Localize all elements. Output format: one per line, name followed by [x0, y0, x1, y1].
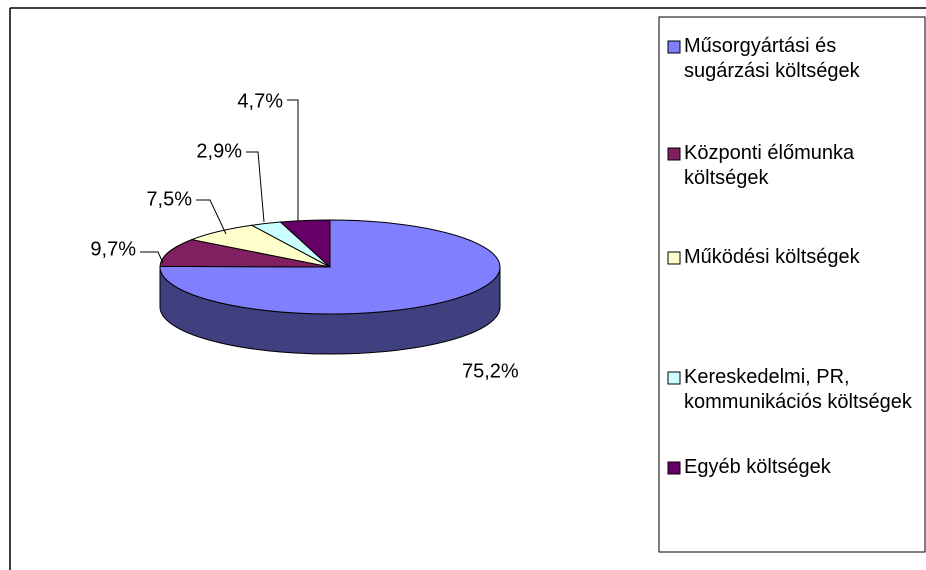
legend-swatch	[667, 251, 681, 265]
leader-line	[196, 199, 227, 235]
legend-label: Központi élőmunka költségek	[684, 142, 855, 189]
legend-swatch	[667, 147, 681, 161]
data-label: 7,5%	[146, 188, 192, 210]
slice	[159, 239, 331, 268]
legend-label: Működési költségek	[684, 246, 860, 268]
legend-label: Műsorgyártási és sugárzási költségek	[684, 35, 860, 82]
legend-label: Kereskedelmi, PR, kommunikációs költsége…	[684, 366, 912, 413]
legend-box	[658, 16, 926, 553]
slice	[279, 219, 331, 269]
legend-swatch	[667, 40, 681, 54]
legend-label: Egyéb költségek	[684, 456, 831, 478]
legend-swatch	[667, 371, 681, 385]
data-label: 4,7%	[237, 90, 283, 112]
slice	[159, 219, 501, 315]
legend-swatch	[667, 461, 681, 475]
leader-line	[246, 151, 265, 223]
leader-line	[140, 251, 164, 264]
data-label: 2,9%	[196, 140, 242, 162]
data-label: 75,2%	[462, 360, 519, 382]
pie	[159, 219, 501, 355]
data-label: 9,7%	[90, 238, 136, 260]
leader-line	[287, 99, 299, 221]
